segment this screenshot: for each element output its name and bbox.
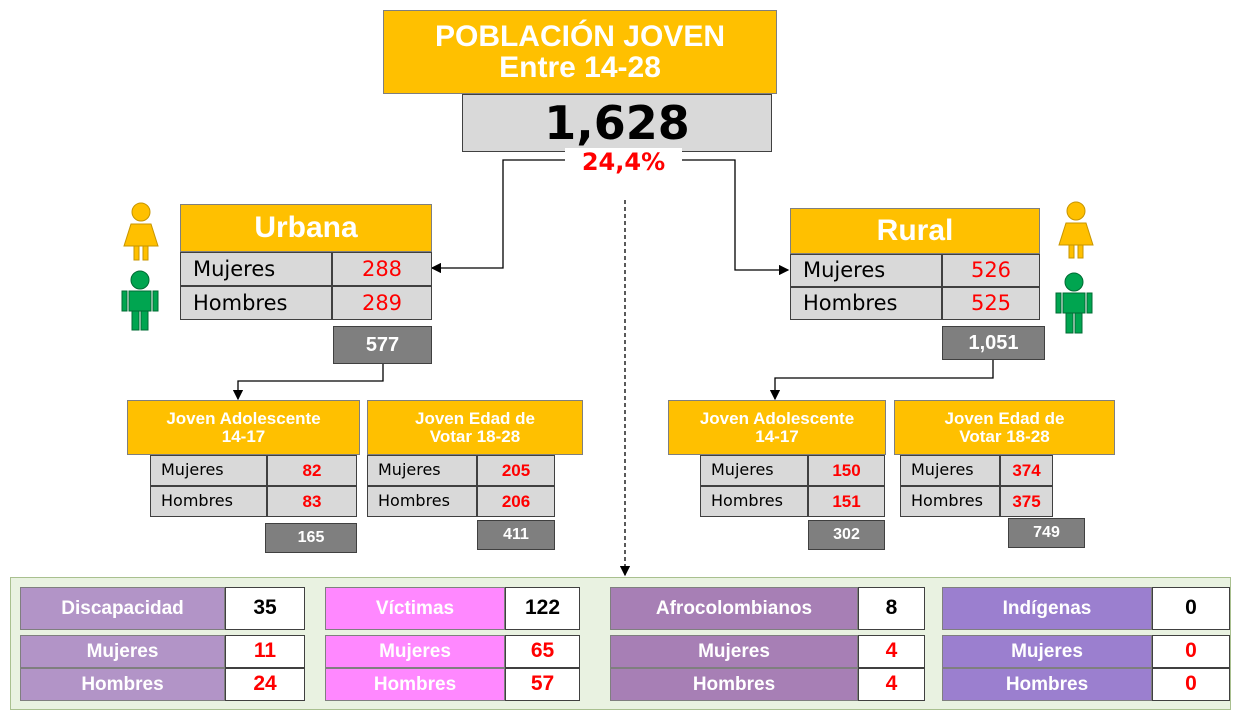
title-line: Votar 18-28 [429,426,521,446]
row-value: 525 [942,287,1040,320]
male-icon [121,270,159,331]
row-label: Hombres [610,668,858,701]
subgroup-total: 165 [265,523,357,553]
category-title: Indígenas [942,587,1152,630]
row-label: Hombres [180,286,332,320]
connector [430,159,565,274]
row-value: 4 [858,668,925,701]
category-title: Víctimas [325,587,505,630]
subgroup-title: Joven Edad de Votar 18-28 [367,400,583,455]
row-value: 24 [225,668,305,701]
row-label: Hombres [367,486,477,517]
title-line: Entre 14-28 [499,51,661,84]
row-label: Hombres [20,668,225,701]
female-icon [1058,201,1094,259]
row-label: Hombres [150,486,267,517]
row-value: 0 [1152,635,1230,668]
main-title: POBLACIÓN JOVEN Entre 14-28 [383,10,777,94]
female-icon [123,202,159,261]
subgroup-title: Joven Adolescente 14-17 [668,400,886,455]
row-value: 150 [808,455,885,486]
row-value: 57 [505,668,580,701]
connector [232,364,384,401]
row-label: Hombres [942,668,1152,701]
category-title: Afrocolombianos [610,587,858,630]
title-line: Votar 18-28 [959,426,1050,446]
row-value: 4 [858,635,925,668]
category-title: Discapacidad [20,587,225,630]
row-value: 375 [1000,486,1053,517]
group-title: Rural [790,208,1040,254]
category-value: 0 [1152,587,1230,630]
title-line: Joven Adolescente [699,408,855,428]
title-line: Joven Edad de [944,408,1065,428]
row-value: 151 [808,486,885,517]
title-line: POBLACIÓN JOVEN [434,19,726,53]
row-value: 205 [477,455,555,486]
connector [769,360,994,401]
row-value: 206 [477,486,555,517]
group-total: 1,051 [942,326,1045,360]
title-line: Joven Adolescente [166,408,321,428]
row-value: 65 [505,635,580,668]
row-label: Mujeres [180,252,332,286]
row-label: Hombres [790,287,942,320]
male-icon [1055,272,1093,334]
category-value: 8 [858,587,925,630]
subgroup-total: 749 [1008,518,1085,548]
row-label: Mujeres [325,635,505,668]
row-label: Mujeres [900,455,1000,486]
title-line: 14-17 [755,426,799,446]
row-value: 0 [1152,668,1230,701]
row-label: Mujeres [610,635,858,668]
group-total: 577 [333,326,432,364]
row-label: Mujeres [942,635,1152,668]
connector [682,159,790,276]
row-value: 289 [332,286,432,320]
subgroup-total: 411 [477,520,555,550]
row-label: Mujeres [150,455,267,486]
main-total: 1,628 [462,94,772,152]
row-value: 11 [225,635,305,668]
row-label: Mujeres [367,455,477,486]
category-value: 122 [505,587,580,630]
row-label: Mujeres [20,635,225,668]
row-value: 288 [332,252,432,286]
group-title: Urbana [180,204,432,252]
row-label: Hombres [325,668,505,701]
row-value: 526 [942,254,1040,287]
subgroup-title: Joven Adolescente 14-17 [127,400,360,455]
row-label: Mujeres [790,254,942,287]
row-value: 374 [1000,455,1053,486]
category-value: 35 [225,587,305,630]
row-label: Hombres [700,486,808,517]
row-value: 82 [267,455,357,486]
row-label: Mujeres [700,455,808,486]
title-line: Joven Edad de [415,408,535,428]
row-value: 83 [267,486,357,517]
percent: 24,4% [565,148,682,178]
subgroup-title: Joven Edad de Votar 18-28 [894,400,1115,455]
title-line: 14-17 [221,426,266,446]
subgroup-total: 302 [808,520,885,550]
row-label: Hombres [900,486,1000,517]
